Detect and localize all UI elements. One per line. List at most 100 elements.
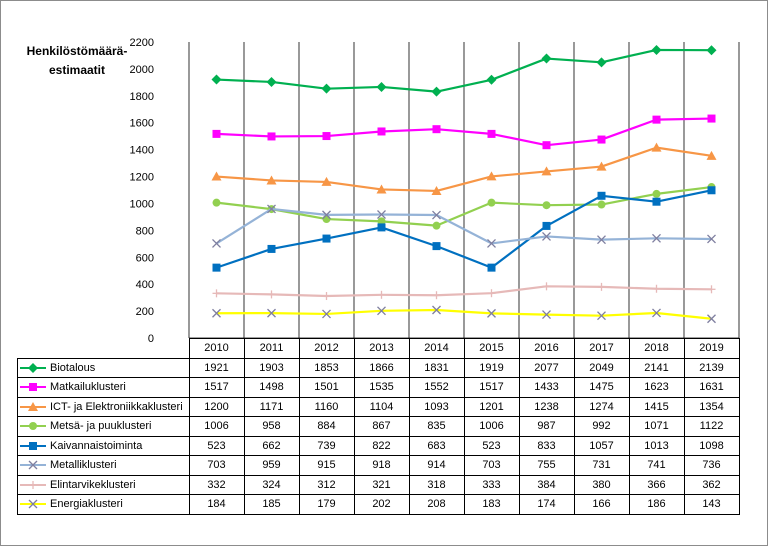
data-label: 1057 <box>573 435 630 456</box>
data-point <box>211 74 222 85</box>
legend-label: Kaivannaistoiminta <box>50 439 143 452</box>
data-label: 1171 <box>243 396 300 417</box>
data-label: 362 <box>683 474 740 495</box>
data-label: 1006 <box>188 416 245 437</box>
data-point <box>487 238 496 248</box>
data-label: 1919 <box>463 357 520 378</box>
data-point <box>376 184 387 194</box>
legend-label: Energiaklusteri <box>50 498 123 511</box>
data-label: 1623 <box>628 377 685 398</box>
data-label: 914 <box>408 455 465 476</box>
data-point <box>597 200 606 209</box>
data-point <box>267 290 276 299</box>
data-point <box>29 383 37 392</box>
data-point <box>542 282 551 291</box>
data-point <box>322 210 331 220</box>
data-point <box>652 197 661 206</box>
series-line <box>216 189 712 269</box>
data-point <box>377 306 386 316</box>
data-point <box>321 176 332 186</box>
data-label: 755 <box>518 455 575 476</box>
data-point <box>487 198 496 207</box>
data-point <box>596 57 607 68</box>
x-tick-label: 2014 <box>408 338 465 359</box>
legend-entry: ICT- ja Elektroniikkaklusteri <box>17 396 190 417</box>
data-label: 179 <box>298 494 355 515</box>
table-row: Metsä- ja puuklusteri 1006 958 884 867 835 100… <box>17 416 740 437</box>
data-point <box>597 311 606 321</box>
data-point <box>212 198 221 207</box>
data-point <box>29 441 37 450</box>
data-label: 174 <box>518 494 575 515</box>
data-point <box>542 201 551 210</box>
data-point <box>432 291 441 300</box>
data-point <box>487 289 496 298</box>
data-label: 1475 <box>573 377 630 398</box>
data-point <box>541 53 552 64</box>
data-point <box>487 308 496 318</box>
table-row: Matkailuklusteri 1517 1498 1501 1535 1552 1517… <box>17 377 740 398</box>
data-point <box>322 234 331 243</box>
data-point <box>432 125 441 134</box>
data-label: 703 <box>188 455 245 476</box>
data-label: 1831 <box>408 357 465 378</box>
legend-entry: Energiaklusteri <box>17 494 190 515</box>
legend-key-icon <box>20 441 46 450</box>
data-point <box>28 401 38 411</box>
y-tick-label: 1400 <box>130 145 154 157</box>
table-row: Kaivannaistoiminta 523 662 739 822 683 523 833 1… <box>17 435 740 456</box>
data-point <box>597 191 606 200</box>
data-label: 1071 <box>628 416 685 437</box>
legend-label: Elintarvikeklusteri <box>50 478 136 491</box>
data-point <box>486 171 497 181</box>
legend-entry: Kaivannaistoiminta <box>17 435 190 456</box>
data-point <box>267 308 276 318</box>
data-label: 1200 <box>188 396 245 417</box>
data-point <box>212 129 221 138</box>
legend-key-icon <box>20 480 46 489</box>
legend-label: Metalliklusteri <box>50 459 117 472</box>
data-label: 186 <box>628 494 685 515</box>
data-label: 166 <box>573 494 630 515</box>
data-table-header: 2010 2011 2012 2013 2014 2015 2016 2017 2018 2019 <box>17 338 740 359</box>
data-point <box>707 234 716 244</box>
y-tick-label: 1600 <box>130 118 154 130</box>
data-label: 324 <box>243 474 300 495</box>
y-tick-label: 800 <box>136 225 154 237</box>
data-label: 312 <box>298 474 355 495</box>
data-label: 333 <box>463 474 520 495</box>
data-label: 736 <box>683 455 740 476</box>
legend-label: Matkailuklusteri <box>50 381 126 394</box>
data-point <box>28 499 38 509</box>
data-label: 1866 <box>353 357 410 378</box>
data-label: 987 <box>518 416 575 437</box>
data-point <box>542 221 551 230</box>
y-tick-label: 1800 <box>130 91 154 103</box>
data-label: 833 <box>518 435 575 456</box>
legend-entry: Biotalous <box>17 357 190 378</box>
data-label: 1552 <box>408 377 465 398</box>
data-point <box>212 238 221 248</box>
data-point <box>542 310 551 320</box>
data-label: 915 <box>298 455 355 476</box>
data-point <box>29 422 37 431</box>
legend-entry: Matkailuklusteri <box>17 377 190 398</box>
data-point <box>322 132 331 141</box>
data-label: 1274 <box>573 396 630 417</box>
data-point <box>432 305 441 315</box>
data-label: 1415 <box>628 396 685 417</box>
data-point <box>377 217 386 226</box>
legend-key-icon <box>20 460 46 470</box>
x-tick-label: 2016 <box>518 338 575 359</box>
data-label: 2077 <box>518 357 575 378</box>
data-label: 1921 <box>188 357 245 378</box>
x-tick-label: 2012 <box>298 338 355 359</box>
data-point <box>376 81 387 92</box>
legend-key-icon <box>20 401 46 411</box>
data-table: 2010 2011 2012 2013 2014 2015 2016 2017 2018 2019… <box>17 338 740 515</box>
data-label: 380 <box>573 474 630 495</box>
x-tick-label: 2018 <box>628 338 685 359</box>
y-tick-label: 1200 <box>130 172 154 184</box>
data-label: 739 <box>298 435 355 456</box>
